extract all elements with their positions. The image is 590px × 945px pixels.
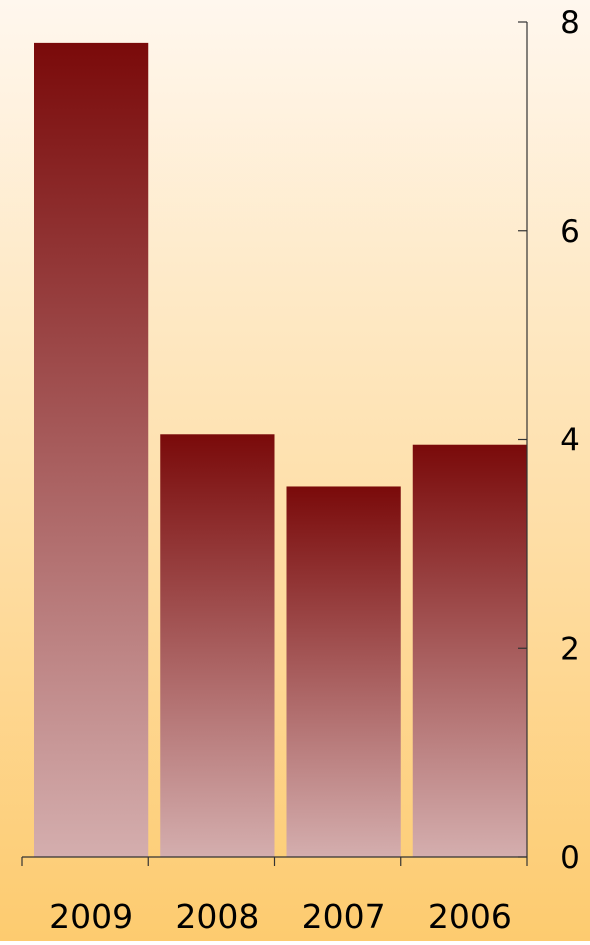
x-tick-label: 2006 [428,897,512,936]
x-tick-label: 2007 [302,897,386,936]
axes [21,21,528,866]
bar-2008 [160,434,275,857]
x-tick-label: 2008 [175,897,259,936]
bar-2009 [34,42,149,857]
x-tick-label: 2009 [49,897,133,936]
bar-2007 [286,486,401,857]
y-tick-label: 6 [560,214,580,250]
y-tick-label: 0 [560,840,580,876]
y-tick-label: 2 [560,631,580,667]
y-tick-label: 8 [560,5,580,41]
bars [34,42,527,857]
bar-2006 [412,444,527,857]
labels: 0 2 4 6 8 2009 2008 2007 2006 [49,5,580,936]
y-tick-label: 4 [560,423,580,459]
